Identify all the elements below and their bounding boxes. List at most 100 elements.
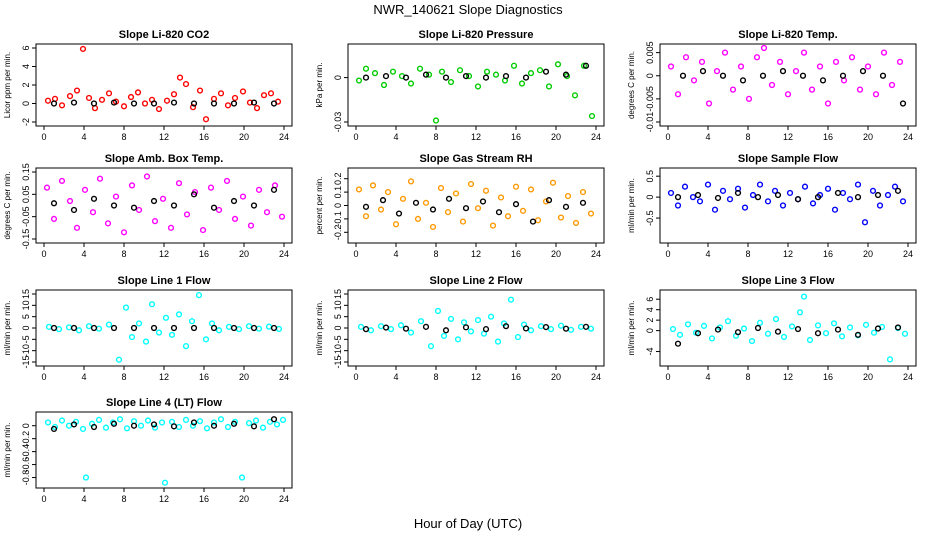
data-point bbox=[800, 49, 808, 56]
mean-point bbox=[529, 218, 537, 225]
data-point bbox=[465, 73, 473, 80]
x-tick-label: 12 bbox=[471, 372, 481, 382]
data-point bbox=[235, 326, 243, 333]
data-point bbox=[58, 417, 66, 424]
y-tick-label: 6 bbox=[21, 45, 31, 50]
mean-point bbox=[50, 425, 58, 433]
data-point bbox=[158, 419, 166, 426]
y-tick-label: 0 bbox=[333, 75, 343, 80]
data-point bbox=[547, 326, 555, 333]
mean-point bbox=[270, 416, 278, 423]
y-tick-label: 0.5 bbox=[645, 170, 655, 183]
y-axis-label: Licor ppm per min. bbox=[3, 52, 12, 118]
mean-point bbox=[150, 100, 158, 107]
data-point bbox=[537, 323, 545, 330]
mean-point bbox=[190, 191, 198, 198]
x-tick-label: 24 bbox=[903, 132, 913, 142]
y-tick-label: -0.8 bbox=[21, 470, 31, 486]
x-tick-label: 8 bbox=[121, 249, 126, 259]
mean-point bbox=[402, 325, 410, 332]
data-point bbox=[155, 329, 163, 336]
x-tick-label: 16 bbox=[511, 372, 521, 382]
mean-point bbox=[754, 324, 762, 332]
y-tick-label: 0 bbox=[333, 203, 343, 208]
y-tick-label: 0.2 bbox=[333, 172, 343, 185]
x-tick-label: 4 bbox=[393, 372, 398, 382]
data-point bbox=[43, 184, 51, 191]
mean-point bbox=[402, 74, 410, 81]
mean-point bbox=[150, 421, 158, 428]
x-tick-label: 20 bbox=[551, 372, 561, 382]
data-point bbox=[557, 322, 565, 329]
y-tick-label: -0.1 bbox=[333, 211, 343, 227]
y-tick-label: 0 bbox=[21, 423, 31, 428]
mean-point bbox=[250, 202, 258, 209]
data-point bbox=[210, 419, 218, 426]
data-point bbox=[116, 416, 124, 423]
mean-point bbox=[110, 99, 118, 106]
y-tick-label: -5 bbox=[333, 335, 343, 343]
mean-point bbox=[210, 422, 218, 429]
mean-point bbox=[542, 323, 550, 331]
y-axis-label: degrees C per min. bbox=[3, 171, 12, 239]
mean-point bbox=[874, 325, 882, 332]
y-tick-label: 2 bbox=[21, 82, 31, 87]
data-point bbox=[454, 336, 462, 343]
data-point bbox=[199, 226, 207, 234]
x-tick-label: 20 bbox=[239, 132, 249, 142]
y-tick-label: 0 bbox=[21, 101, 31, 106]
y-tick-label: -10 bbox=[333, 344, 343, 357]
data-point bbox=[44, 97, 52, 104]
data-point bbox=[806, 336, 814, 344]
data-point bbox=[112, 193, 120, 200]
data-point bbox=[427, 343, 435, 350]
mean-point bbox=[562, 71, 570, 78]
x-tick-label: 16 bbox=[823, 249, 833, 259]
data-point bbox=[474, 205, 482, 212]
data-point bbox=[175, 311, 183, 318]
panel-title: Slope Line 1 Flow bbox=[118, 275, 211, 287]
data-point bbox=[492, 71, 500, 78]
x-tick-label: 12 bbox=[159, 132, 169, 142]
y-axis-label: ml/min per min. bbox=[627, 178, 636, 233]
mean-point bbox=[230, 197, 238, 205]
data-point bbox=[115, 356, 123, 363]
panel-2: Slope Li-820 Pressure 0 4 8 12 16 20 24 -0.03 0 kP… bbox=[315, 29, 605, 142]
x-tick-label: 4 bbox=[393, 249, 398, 259]
x-tick-label: 0 bbox=[41, 249, 46, 259]
data-point bbox=[392, 221, 400, 228]
data-point bbox=[55, 326, 63, 333]
data-point bbox=[239, 88, 247, 95]
data-point bbox=[846, 196, 854, 203]
x-tick-label: 0 bbox=[353, 372, 358, 382]
data-point bbox=[196, 87, 204, 94]
data-point bbox=[507, 296, 515, 303]
mean-point bbox=[799, 72, 807, 79]
y-axis-label: ml/min per min. bbox=[315, 301, 324, 356]
data-point bbox=[801, 183, 809, 190]
data-point bbox=[162, 314, 170, 321]
x-tick-label: 8 bbox=[745, 132, 750, 142]
mean-point bbox=[562, 203, 570, 210]
data-point bbox=[369, 182, 377, 189]
data-point bbox=[667, 63, 675, 70]
data-point bbox=[267, 90, 275, 97]
x-tick-label: 12 bbox=[471, 132, 481, 142]
data-point bbox=[355, 77, 363, 84]
data-point bbox=[189, 104, 197, 111]
data-point bbox=[567, 326, 575, 333]
y-tick-label: -0.2 bbox=[333, 225, 343, 241]
y-tick-label: 0 bbox=[645, 73, 655, 78]
data-point bbox=[425, 71, 433, 78]
data-point bbox=[182, 343, 190, 350]
data-point bbox=[79, 425, 87, 433]
data-point bbox=[861, 219, 869, 226]
data-point bbox=[75, 327, 83, 334]
x-tick-label: 8 bbox=[121, 372, 126, 382]
data-point bbox=[253, 105, 261, 112]
data-point bbox=[95, 325, 103, 332]
data-point bbox=[432, 117, 440, 124]
y-tick-label: 10 bbox=[333, 300, 343, 310]
